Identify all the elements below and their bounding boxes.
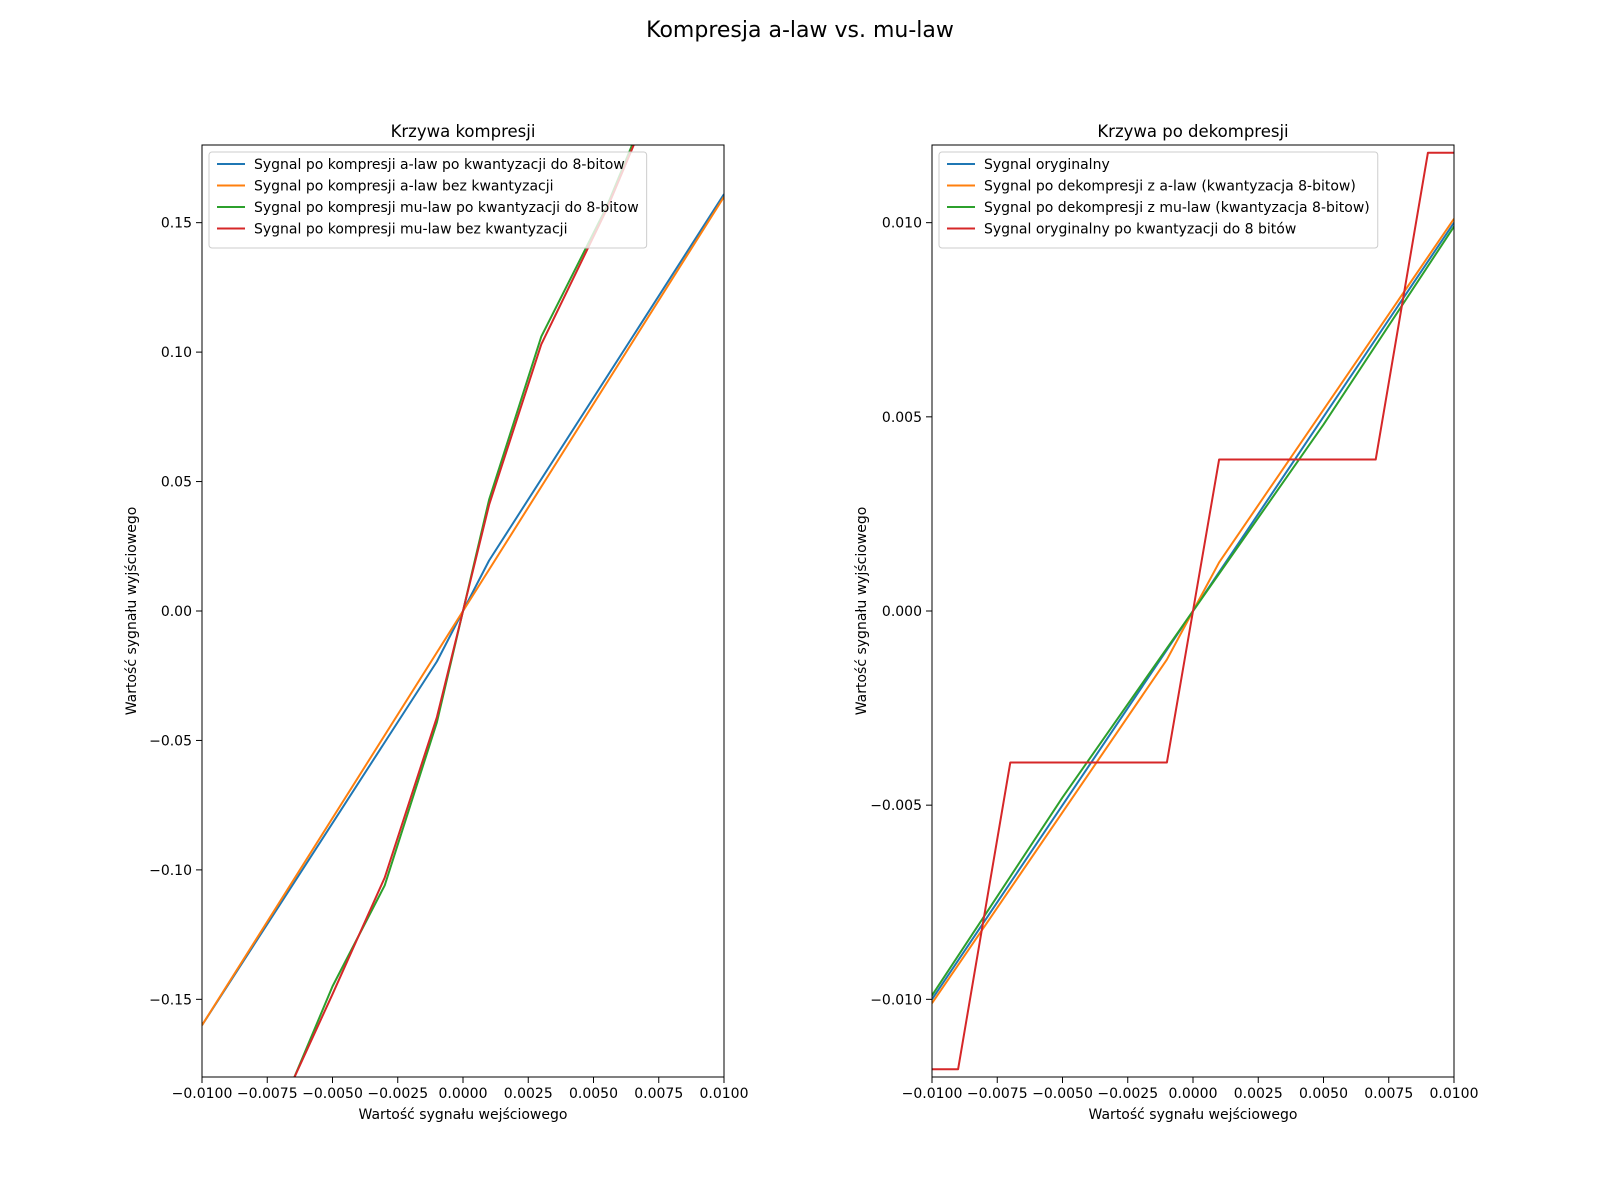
x-tick-label: 0.0025	[504, 1086, 553, 1102]
y-tick-label: 0.15	[161, 216, 192, 232]
legend-box	[208, 151, 648, 249]
x-tick-label: 0.0100	[1430, 1086, 1479, 1102]
y-axis-label: Wartość sygnału wyjściowego	[854, 507, 870, 716]
y-axis-label: Wartość sygnału wyjściowego	[124, 507, 140, 716]
x-tick-label: 0.0000	[439, 1086, 488, 1102]
x-tick-label: −0.0075	[967, 1086, 1028, 1102]
x-tick-label: 0.0075	[1364, 1086, 1413, 1102]
y-tick-label: −0.15	[149, 992, 192, 1008]
x-tick-label: 0.0100	[700, 1086, 749, 1102]
legend-label: Sygnal po dekompresji z a-law (kwantyzac…	[984, 179, 1356, 195]
x-tick-label: −0.0025	[1097, 1086, 1158, 1102]
chart-panel-2: −0.0100 −0.0075 −0.0050 −0.0025 0.0000 0.0025…	[854, 122, 1479, 1123]
legend-label: Sygnal oryginalny	[984, 157, 1110, 173]
figure-title: Kompresja a-law vs. mu-law	[646, 18, 954, 43]
series-line-4	[932, 151, 1454, 1071]
x-tick-label: −0.0075	[237, 1086, 298, 1102]
x-axis-label: Wartość sygnału wejściowego	[1089, 1107, 1298, 1123]
y-tick-label: 0.010	[882, 216, 922, 232]
x-tick-label: −0.0100	[902, 1086, 963, 1102]
series-lines	[932, 151, 1454, 1071]
x-tick-label: −0.0050	[1032, 1086, 1093, 1102]
x-tick-label: −0.0050	[302, 1086, 363, 1102]
y-tick-label: 0.10	[161, 345, 192, 361]
legend-label: Sygnal po kompresji mu-law po kwantyzacj…	[254, 200, 639, 216]
chart-panel-1: −0.0100 −0.0075 −0.0050 −0.0025 0.0000 0.0025…	[124, 122, 749, 1123]
x-tick-label: 0.0075	[634, 1086, 683, 1102]
legend-label: Sygnal po kompresji mu-law bez kwantyzac…	[254, 222, 567, 238]
x-tick-label: −0.0025	[367, 1086, 428, 1102]
x-tick-label: 0.0050	[569, 1086, 618, 1102]
legend: Sygnal oryginalny Sygnal po dekompresji z…	[938, 151, 1379, 249]
series-lines	[202, 145, 724, 1077]
x-tick-label: −0.0100	[172, 1086, 233, 1102]
chart-title: Krzywa po dekompresji	[1097, 122, 1288, 141]
x-tick-label: 0.0025	[1234, 1086, 1283, 1102]
y-tick-label: 0.005	[882, 410, 922, 426]
chart-title: Krzywa kompresji	[391, 122, 536, 141]
y-tick-label: −0.05	[149, 733, 192, 749]
y-tick-label: −0.10	[149, 863, 192, 879]
y-tick-label: −0.005	[870, 798, 922, 814]
x-tick-label: 0.0000	[1169, 1086, 1218, 1102]
legend-label: Sygnal po kompresji a-law bez kwantyzacj…	[254, 179, 554, 195]
y-tick-label: 0.00	[161, 604, 192, 620]
y-tick-label: −0.010	[870, 992, 922, 1008]
y-tick-label: 0.05	[161, 475, 192, 491]
legend: Sygnal po kompresji a-law po kwantyzacji…	[208, 151, 648, 249]
legend-box	[938, 151, 1379, 249]
legend-label: Sygnal po dekompresji z mu-law (kwantyza…	[984, 200, 1370, 216]
x-tick-label: 0.0050	[1299, 1086, 1348, 1102]
y-tick-label: 0.000	[882, 604, 922, 620]
legend-label: Sygnal oryginalny po kwantyzacji do 8 bi…	[984, 222, 1296, 238]
series-line-4	[293, 145, 635, 1077]
legend-label: Sygnal po kompresji a-law po kwantyzacji…	[254, 157, 625, 173]
x-axis-label: Wartość sygnału wejściowego	[359, 1107, 568, 1123]
